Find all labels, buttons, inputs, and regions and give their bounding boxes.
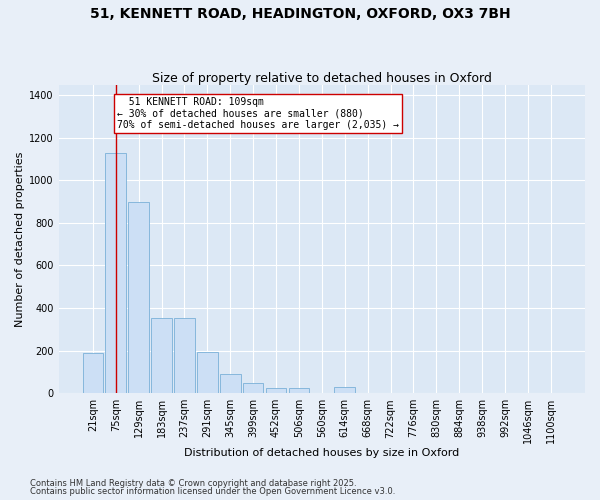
Text: 51, KENNETT ROAD, HEADINGTON, OXFORD, OX3 7BH: 51, KENNETT ROAD, HEADINGTON, OXFORD, OX… [89,8,511,22]
Bar [289,388,309,393]
X-axis label: Distribution of detached houses by size in Oxford: Distribution of detached houses by size … [184,448,460,458]
Text: 51 KENNETT ROAD: 109sqm
← 30% of detached houses are smaller (880)
70% of semi-d: 51 KENNETT ROAD: 109sqm ← 30% of detache… [117,98,399,130]
Bar [128,202,149,393]
Text: Contains HM Land Registry data © Crown copyright and database right 2025.: Contains HM Land Registry data © Crown c… [30,478,356,488]
Bar [151,318,172,393]
Bar [334,387,355,393]
Bar [197,352,218,393]
Bar [220,374,241,393]
Text: Contains public sector information licensed under the Open Government Licence v3: Contains public sector information licen… [30,487,395,496]
Bar [106,152,126,393]
Title: Size of property relative to detached houses in Oxford: Size of property relative to detached ho… [152,72,492,85]
Bar [243,383,263,393]
Bar [266,388,286,393]
Bar [174,318,195,393]
Bar [83,353,103,393]
Y-axis label: Number of detached properties: Number of detached properties [15,151,25,326]
